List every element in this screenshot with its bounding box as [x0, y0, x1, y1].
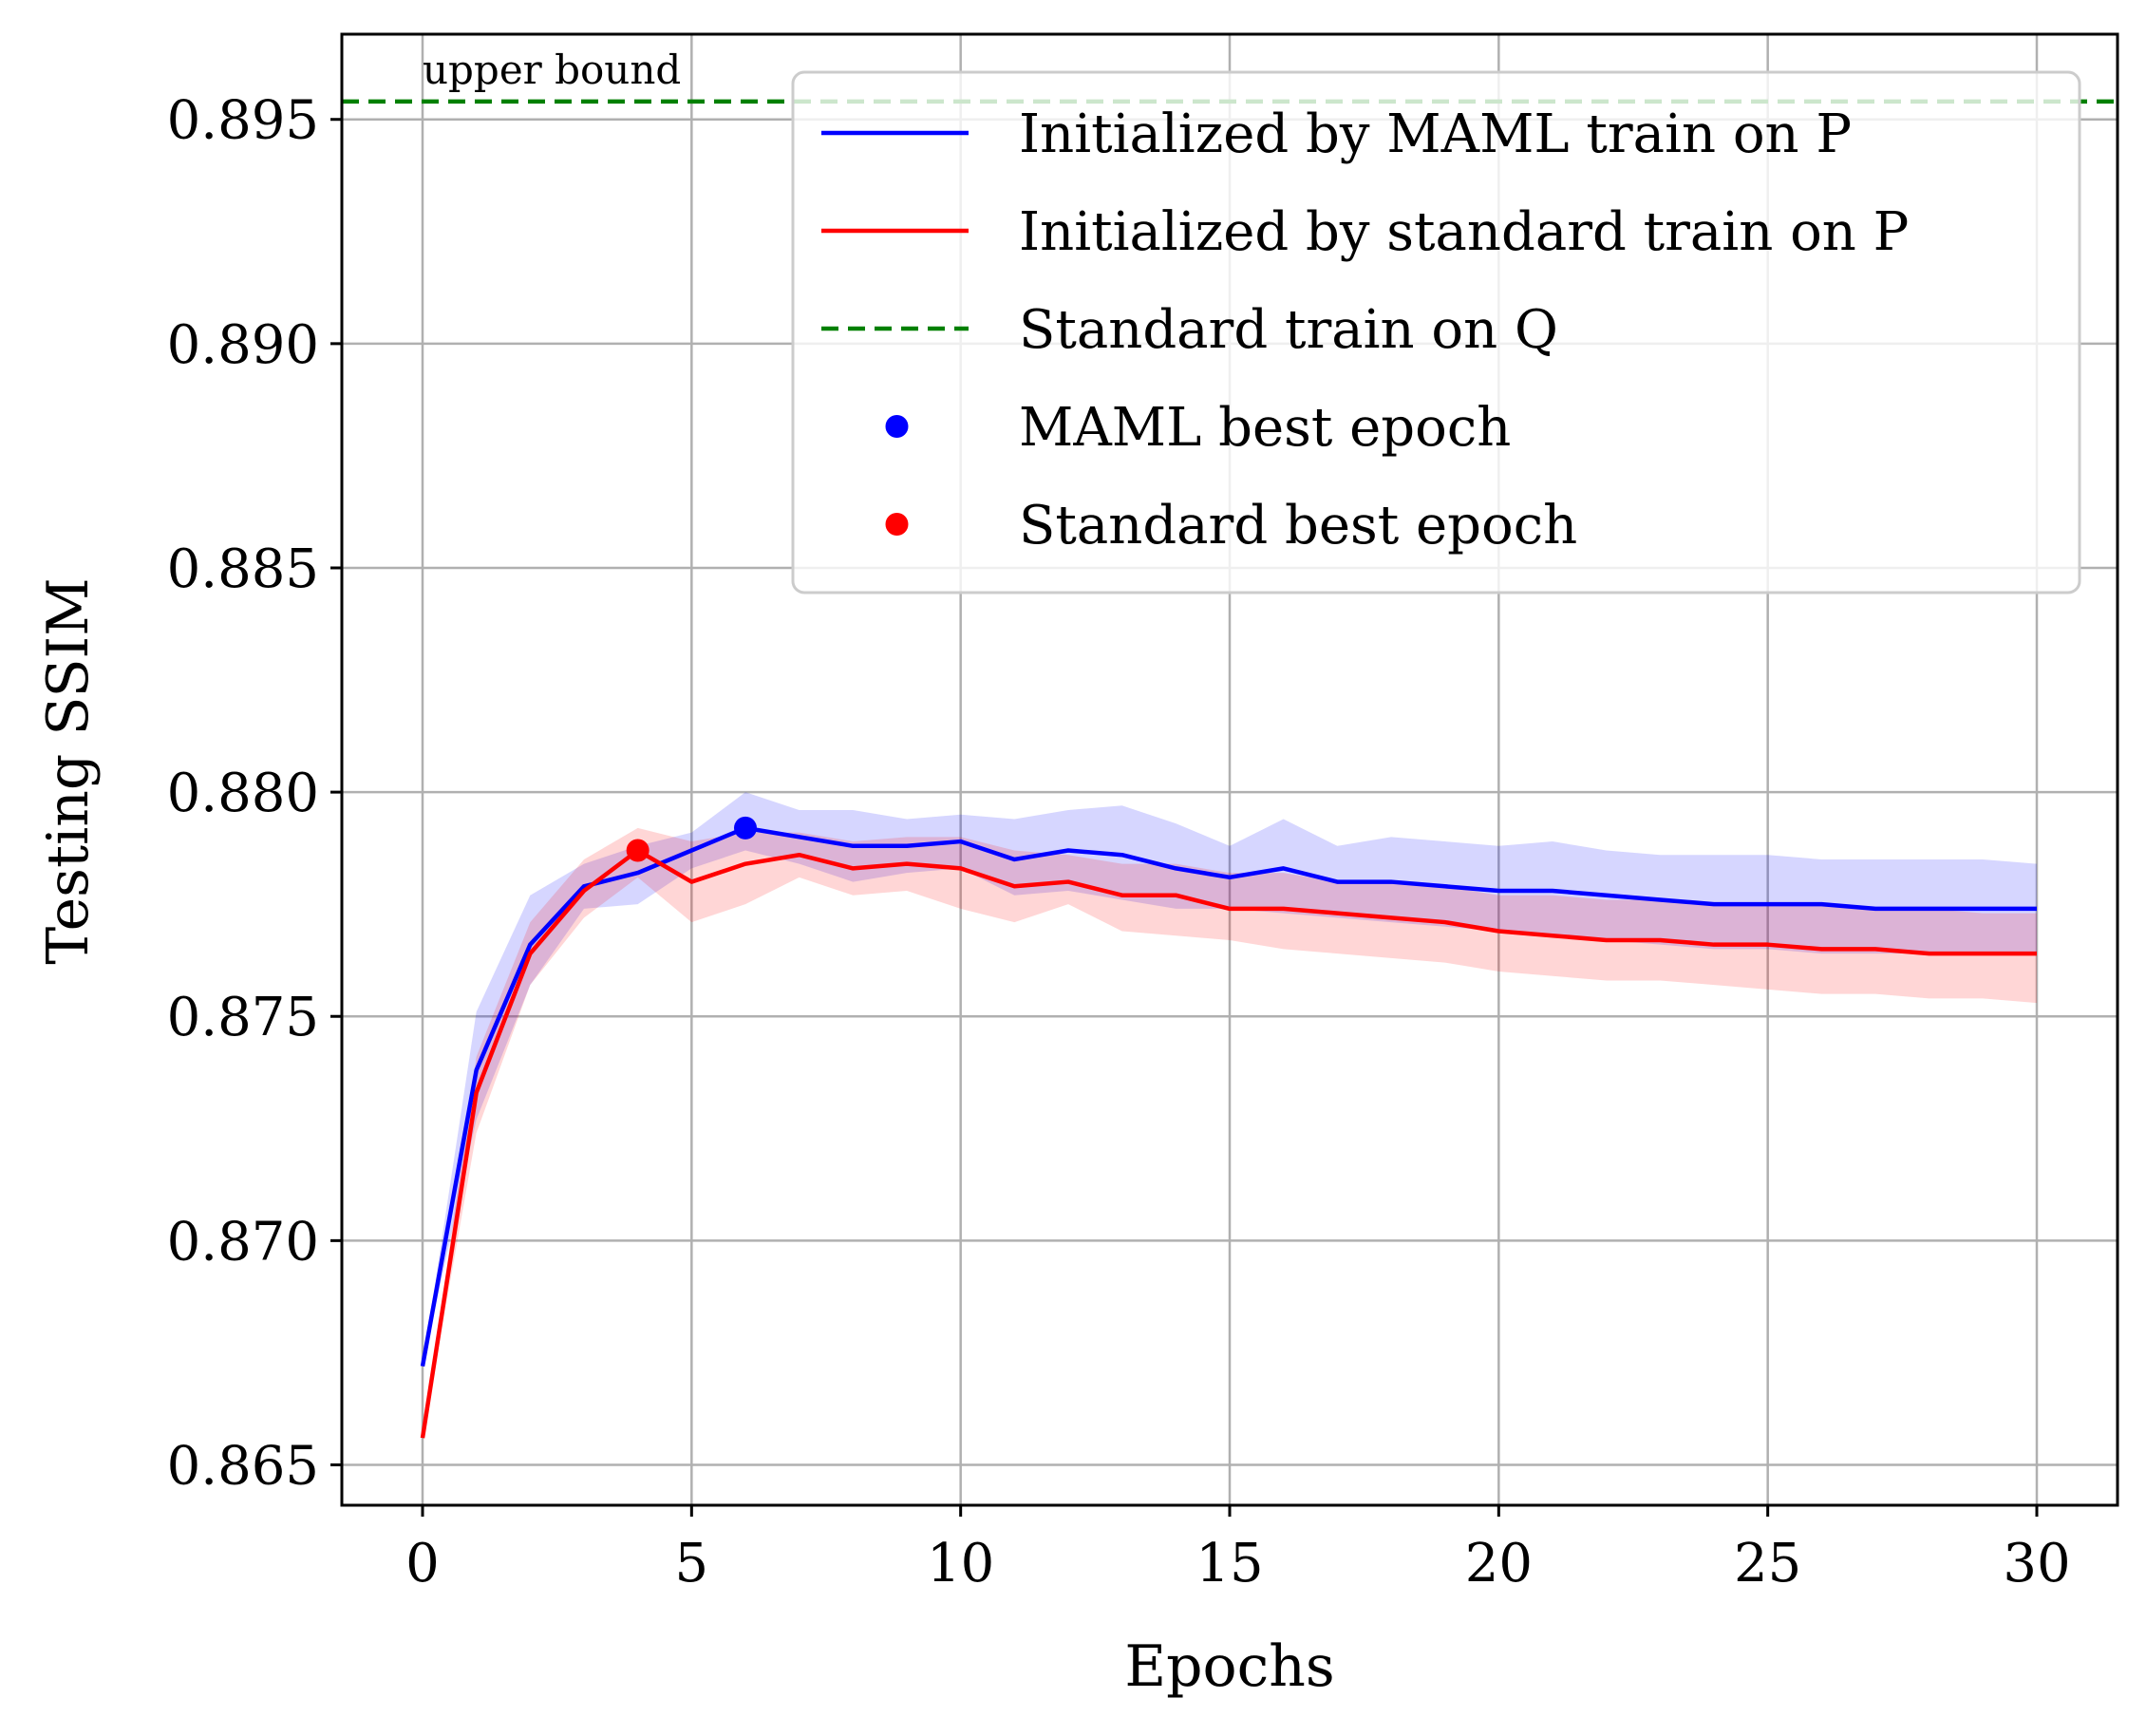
x-tick-label: 20	[1465, 1533, 1533, 1594]
x-tick-label: 5	[675, 1533, 709, 1594]
reference-annotation: upper bound	[423, 47, 681, 93]
x-tick-label: 0	[405, 1533, 440, 1594]
x-tick-label: 15	[1195, 1533, 1263, 1594]
y-tick-label: 0.895	[167, 90, 319, 152]
y-axis-label: Testing SSIM	[35, 577, 102, 964]
legend: Initialized by MAML train on P Initialize…	[791, 70, 2081, 594]
legend-label: Initialized by MAML train on P	[1019, 104, 1852, 165]
legend-label: Standard train on Q	[1019, 299, 1558, 361]
y-tick-label: 0.880	[167, 763, 319, 824]
legend-swatch-dot	[885, 513, 909, 536]
y-tick-label: 0.875	[167, 987, 319, 1048]
best-epoch-markers	[626, 816, 757, 862]
legend-swatch-dot	[885, 415, 909, 438]
legend-label: Standard best epoch	[1019, 495, 1577, 557]
y-tick-label: 0.885	[167, 538, 319, 600]
x-tick-label: 30	[2003, 1533, 2070, 1594]
maml-best-epoch-marker	[734, 816, 757, 840]
series-line-maml	[420, 825, 2037, 1368]
legend-box	[791, 70, 2081, 594]
x-tick-label: 10	[927, 1533, 994, 1594]
legend-label: Initialized by standard train on P	[1019, 201, 1909, 263]
y-tick-label: 0.865	[167, 1435, 319, 1497]
x-tick-label: 25	[1734, 1533, 1801, 1594]
standard-best-epoch-marker	[626, 839, 649, 862]
band-maml	[423, 792, 2037, 1367]
legend-label: MAML best epoch	[1019, 397, 1511, 459]
series-line-standard	[420, 848, 2037, 1439]
x-axis-label: Epochs	[1124, 1633, 1334, 1700]
y-tick-label: 0.890	[167, 314, 319, 376]
y-tick-label: 0.870	[167, 1211, 319, 1273]
axis-ticks: 0 5 10 15 20 25 30 0.865 0.870 0.875 0.880 0.885 0.8…	[167, 90, 2071, 1594]
